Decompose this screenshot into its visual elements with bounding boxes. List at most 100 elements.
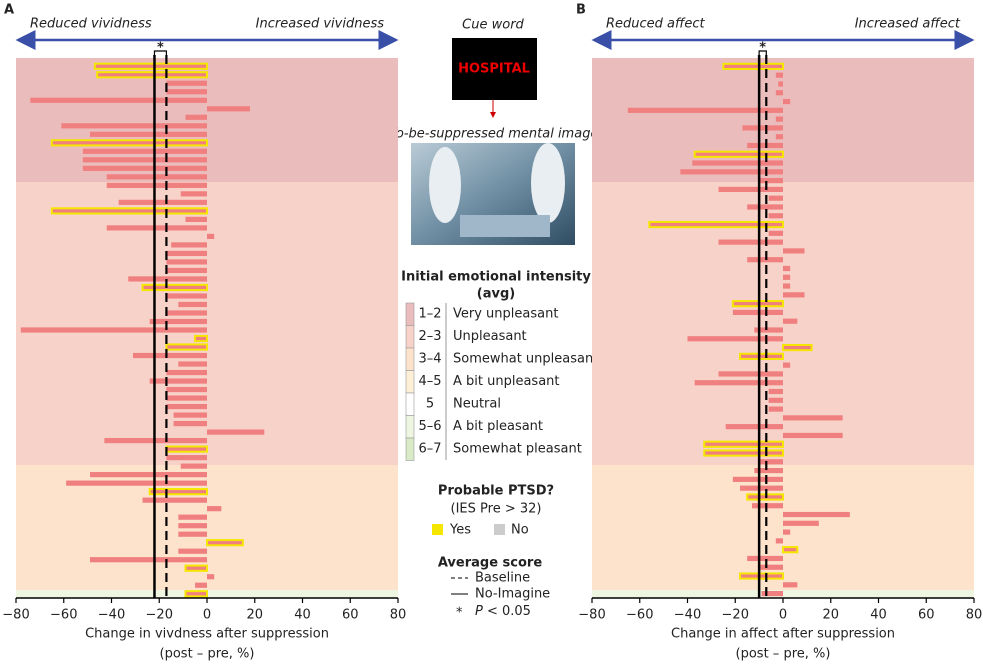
bar <box>178 523 207 529</box>
cue-word: HOSPITAL <box>458 62 530 77</box>
bar <box>180 463 207 469</box>
bar <box>207 506 222 512</box>
bar <box>207 106 250 112</box>
bar <box>184 564 208 572</box>
bar <box>173 420 207 427</box>
bar <box>66 480 207 486</box>
bar <box>118 199 207 205</box>
image-figure <box>429 147 461 223</box>
bar <box>178 301 207 308</box>
bar <box>680 169 783 175</box>
bar <box>93 62 208 70</box>
x-tick-label: 40 <box>294 608 311 623</box>
bar <box>740 485 783 491</box>
legend-range: 5–6 <box>418 419 441 434</box>
bar <box>195 582 207 588</box>
bar <box>166 293 207 299</box>
x-tick-label: 0 <box>779 608 787 623</box>
bar <box>783 265 791 272</box>
bar <box>207 233 215 240</box>
bar <box>166 89 207 95</box>
x-tick-label: 20 <box>246 608 263 623</box>
bar <box>207 574 215 580</box>
cue-box <box>452 38 537 100</box>
direction-label: Reduced vividness <box>30 17 152 32</box>
legend-label: Somewhat pleasant <box>453 442 582 457</box>
cue-title: Cue word <box>462 18 524 33</box>
bar <box>775 538 783 544</box>
x-tick-label: −20 <box>722 608 749 623</box>
legend-label: A bit pleasant <box>453 419 543 434</box>
bar <box>132 352 207 359</box>
bar <box>783 283 791 289</box>
bar <box>173 412 207 418</box>
x-tick-label: −60 <box>626 608 653 623</box>
direction-label: Increased vividness <box>256 17 385 32</box>
bar <box>166 386 207 393</box>
bar <box>783 318 798 324</box>
bar <box>178 514 207 520</box>
legend-swatch <box>405 437 415 461</box>
legend-swatch <box>405 370 415 394</box>
bar <box>775 134 783 140</box>
bar <box>141 283 209 292</box>
bar <box>778 81 783 87</box>
bar <box>149 318 207 325</box>
legend-subtitle: (avg) <box>477 287 515 302</box>
x-tick-label: −80 <box>578 608 605 623</box>
bar <box>768 213 783 219</box>
bar <box>178 548 207 554</box>
bar <box>783 248 805 254</box>
legend-swatch <box>494 524 505 535</box>
x-tick-label: 0 <box>203 608 211 623</box>
legend-label: Neutral <box>453 397 501 412</box>
bar <box>648 220 784 229</box>
bar <box>783 511 850 518</box>
bar <box>782 343 813 352</box>
bar <box>627 107 783 113</box>
bar <box>775 116 783 122</box>
bar <box>82 148 207 154</box>
legend-label: Yes <box>449 523 471 538</box>
bar <box>759 178 783 184</box>
significance-bracket <box>153 50 168 56</box>
legend-swatch <box>405 347 415 371</box>
legend-swatch <box>432 524 443 535</box>
bar <box>782 546 799 554</box>
bar <box>746 493 784 501</box>
bar <box>128 276 207 282</box>
bar <box>693 150 784 158</box>
bar <box>96 71 208 79</box>
bar <box>106 174 207 180</box>
image-bed <box>460 215 550 237</box>
legend-swatch <box>405 415 415 439</box>
bar <box>739 572 785 580</box>
bar <box>166 259 207 265</box>
legend-label: No-Imagine <box>475 587 550 602</box>
legend-label: Very unpleasant <box>453 307 558 322</box>
bar <box>106 182 207 188</box>
x-axis-sublabel: (post – pre, %) <box>736 647 831 662</box>
legend-range: 1–2 <box>418 307 441 322</box>
legend-range: 4–5 <box>418 374 441 389</box>
x-tick-label: 40 <box>870 608 887 623</box>
legend-subtitle: (IES Pre > 32) <box>451 502 542 517</box>
legend-range: 3–4 <box>418 352 441 367</box>
bar <box>718 371 783 377</box>
legend-swatch <box>405 325 415 349</box>
bar <box>783 529 791 535</box>
bar <box>768 397 783 403</box>
middle-panel: Cue word HOSPITAL To-be-suppressed menta… <box>390 18 599 621</box>
bar <box>718 239 783 245</box>
bar <box>718 186 783 193</box>
bar <box>178 361 207 367</box>
bar <box>30 97 208 103</box>
bar <box>768 195 783 201</box>
bar <box>783 415 843 421</box>
bar <box>747 204 783 210</box>
legend-range: 2–3 <box>418 329 441 344</box>
bar <box>722 62 784 70</box>
significance-bracket <box>758 50 767 56</box>
legend-title: Initial emotional intensity <box>401 270 591 285</box>
legend-title: Probable PTSD? <box>438 484 554 499</box>
